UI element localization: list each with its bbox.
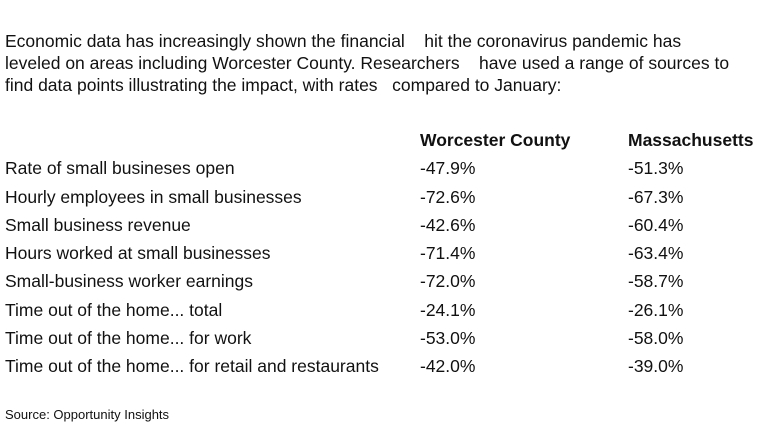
table-row: Hourly employees in small businesses -72… — [5, 183, 767, 211]
row-label: Hourly employees in small businesses — [5, 186, 302, 207]
massachusetts-value: -67.3% — [628, 186, 684, 207]
massachusetts-value: -58.0% — [628, 328, 684, 349]
massachusetts-value: -63.4% — [628, 243, 684, 264]
worcester-value: -42.6% — [420, 214, 476, 235]
massachusetts-value: -26.1% — [628, 299, 684, 320]
intro-line: leveled on areas including Worcester Cou… — [5, 53, 730, 73]
row-label: Time out of the home... total — [5, 299, 223, 320]
worcester-value: -72.0% — [420, 271, 476, 292]
row-label: Hours worked at small businesses — [5, 243, 271, 264]
table-header-row: Worcester County Massachusetts — [5, 126, 767, 154]
worcester-value: -72.6% — [420, 186, 476, 207]
row-label: Time out of the home... for work — [5, 328, 252, 349]
row-label: Small-business worker earnings — [5, 271, 254, 292]
worcester-value: -53.0% — [420, 328, 476, 349]
table-row: Time out of the home... total -24.1% -26… — [5, 296, 767, 324]
row-label: Rate of small businеses open — [5, 158, 235, 179]
intro-paragraph: Economic data has increasingly shown the… — [5, 30, 767, 96]
table-row: Small-business worker earnings -72.0% -5… — [5, 267, 767, 295]
header-worcester-county: Worcester County — [420, 130, 571, 150]
massachusetts-value: -60.4% — [628, 214, 684, 235]
table-row: Hours worked at small businesses -71.4% … — [5, 239, 767, 267]
intro-line: Economic data has increasingly shown the… — [5, 31, 682, 51]
worcester-value: -71.4% — [420, 243, 476, 264]
worcester-value: -47.9% — [420, 158, 476, 179]
massachusetts-value: -58.7% — [628, 271, 684, 292]
massachusetts-value: -39.0% — [628, 356, 684, 377]
row-label: Small business revenue — [5, 214, 191, 235]
source-note: Source: Opportunity Insights — [5, 407, 170, 422]
massachusetts-value: -51.3% — [628, 158, 684, 179]
worcester-value: -42.0% — [420, 356, 476, 377]
row-label: Time out of the home... for retail and r… — [5, 356, 379, 377]
worcester-value: -24.1% — [420, 299, 476, 320]
table-row: Time out of the home... for work -53.0% … — [5, 324, 767, 352]
table-row: Time out of the home... for retail and r… — [5, 352, 767, 380]
intro-line: find data points illustrating the impact… — [5, 75, 562, 95]
table-row: Small business revenue -42.6% -60.4% — [5, 211, 767, 239]
data-table: Worcester County Massachusetts Rate of s… — [5, 126, 767, 381]
table-row: Rate of small businеses open -47.9% -51.… — [5, 154, 767, 182]
header-massachusetts: Massachusetts — [628, 130, 754, 150]
